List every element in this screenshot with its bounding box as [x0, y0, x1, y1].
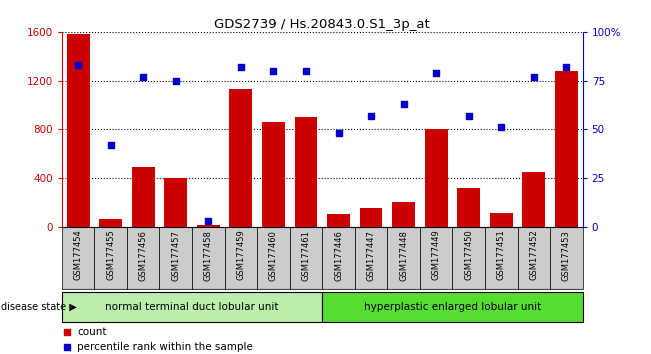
Bar [229, 89, 252, 227]
Bar [322, 292, 583, 322]
Bar [550, 227, 583, 289]
Point [105, 142, 116, 148]
Bar [387, 227, 420, 289]
Text: GSM177459: GSM177459 [236, 230, 245, 280]
Bar [132, 167, 154, 227]
Bar [294, 117, 318, 227]
Bar [452, 227, 485, 289]
Point [529, 74, 539, 80]
Bar [355, 227, 387, 289]
Text: GSM177448: GSM177448 [399, 230, 408, 280]
Point [62, 344, 72, 350]
Text: disease state ▶: disease state ▶ [1, 302, 76, 312]
Text: count: count [77, 327, 107, 337]
Bar [490, 213, 513, 227]
Point [431, 70, 441, 76]
Bar [522, 172, 545, 227]
Text: GSM177457: GSM177457 [171, 230, 180, 280]
Bar [67, 34, 90, 227]
Text: GSM177460: GSM177460 [269, 230, 278, 280]
Bar [197, 225, 220, 227]
Point [398, 101, 409, 107]
Bar [322, 227, 355, 289]
Point [236, 64, 246, 70]
Bar [62, 227, 94, 289]
Point [333, 130, 344, 136]
Text: GSM177450: GSM177450 [464, 230, 473, 280]
Bar [485, 227, 518, 289]
Point [561, 64, 572, 70]
Bar [127, 227, 159, 289]
Bar [262, 122, 285, 227]
Text: GSM177446: GSM177446 [334, 230, 343, 280]
Point [366, 113, 376, 118]
Text: GSM177451: GSM177451 [497, 230, 506, 280]
Title: GDS2739 / Hs.20843.0.S1_3p_at: GDS2739 / Hs.20843.0.S1_3p_at [214, 18, 430, 31]
Bar [257, 227, 290, 289]
Bar [164, 178, 187, 227]
Text: GSM177458: GSM177458 [204, 230, 213, 280]
Bar [192, 227, 225, 289]
Bar [290, 227, 322, 289]
Bar [327, 215, 350, 227]
Text: GSM177461: GSM177461 [301, 230, 311, 280]
Text: GSM177455: GSM177455 [106, 230, 115, 280]
Text: GSM177449: GSM177449 [432, 230, 441, 280]
Point [73, 62, 83, 68]
Text: GSM177452: GSM177452 [529, 230, 538, 280]
Bar [99, 219, 122, 227]
Bar [159, 227, 192, 289]
Point [496, 125, 506, 130]
Bar [62, 292, 322, 322]
Bar [225, 227, 257, 289]
Text: hyperplastic enlarged lobular unit: hyperplastic enlarged lobular unit [364, 302, 541, 312]
Bar [94, 227, 127, 289]
Bar [424, 129, 447, 227]
Text: normal terminal duct lobular unit: normal terminal duct lobular unit [105, 302, 279, 312]
Text: GSM177447: GSM177447 [367, 230, 376, 280]
Point [171, 78, 181, 84]
Text: GSM177453: GSM177453 [562, 230, 571, 280]
Text: GSM177456: GSM177456 [139, 230, 148, 280]
Point [203, 218, 214, 224]
Bar [392, 202, 415, 227]
Bar [457, 188, 480, 227]
Text: GSM177454: GSM177454 [74, 230, 83, 280]
Point [301, 68, 311, 74]
Bar [555, 71, 577, 227]
Point [268, 68, 279, 74]
Point [138, 74, 148, 80]
Bar [420, 227, 452, 289]
Bar [518, 227, 550, 289]
Bar [359, 208, 382, 227]
Point [464, 113, 474, 118]
Point [62, 330, 72, 335]
Text: percentile rank within the sample: percentile rank within the sample [77, 342, 253, 352]
